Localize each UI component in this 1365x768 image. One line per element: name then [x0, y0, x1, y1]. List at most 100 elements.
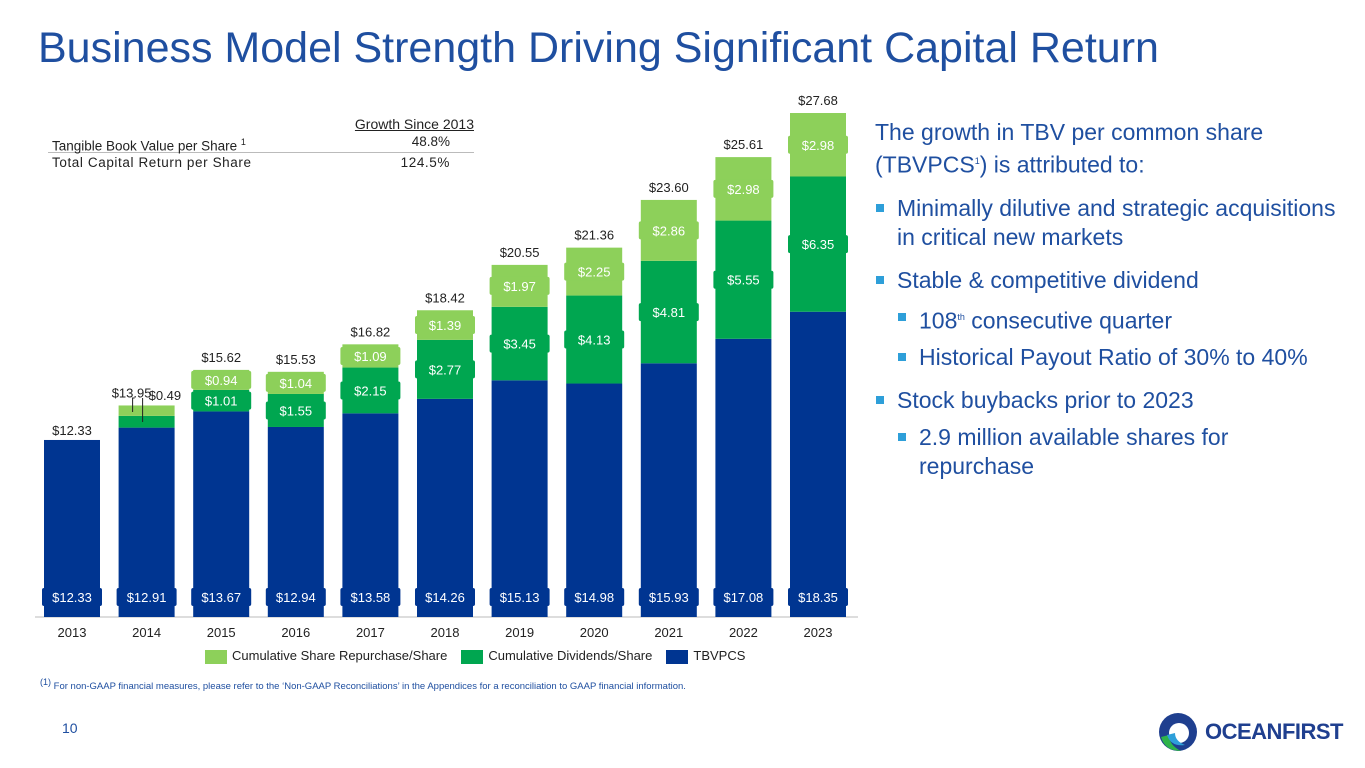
x-tick-label: 2017	[356, 625, 385, 640]
data-label-box	[415, 588, 475, 606]
row-value: 48.8%	[411, 134, 450, 149]
data-label: $4.13	[578, 333, 611, 348]
total-label: $13.95	[112, 385, 152, 400]
data-label-box	[415, 360, 475, 379]
data-label: $2.77	[429, 362, 462, 377]
data-label-box	[265, 588, 326, 606]
data-label: $13.58	[351, 590, 391, 605]
ordinal: th	[957, 311, 965, 322]
bar-segment	[566, 383, 623, 617]
bullet: Stock buybacks prior to 2023 2.9 million…	[875, 386, 1345, 481]
data-label: $1.97	[503, 279, 536, 294]
data-label: $2.25	[578, 265, 611, 280]
data-label: $15.93	[649, 590, 689, 605]
total-label: $25.61	[724, 137, 764, 152]
callout-leader	[132, 397, 144, 422]
data-label: $13.67	[201, 590, 241, 605]
data-label-box	[713, 179, 774, 198]
legend-swatch	[205, 649, 227, 664]
bullet: Stable & competitive dividend 108th cons…	[875, 266, 1345, 373]
data-label-box	[564, 588, 625, 606]
data-label-box	[489, 276, 550, 295]
bar-segment	[267, 426, 324, 617]
data-label: $2.98	[802, 138, 835, 153]
bar-segment	[342, 413, 399, 617]
data-label: $1.39	[429, 318, 462, 333]
data-label: $18.35	[798, 590, 838, 605]
total-label: $15.53	[276, 352, 316, 367]
bullet-list: Minimally dilutive and strategic acquisi…	[875, 194, 1345, 482]
footnote-ref: 1	[240, 137, 246, 147]
x-tick-label: 2016	[281, 625, 310, 640]
data-label: $12.94	[276, 590, 316, 605]
legend-swatch	[461, 649, 484, 664]
logo-wave-icon	[1159, 713, 1197, 751]
row-label: Total Capital Return per Share	[52, 155, 252, 170]
bar-segment	[790, 311, 846, 617]
bar-segment	[491, 380, 548, 617]
data-label: $2.98	[727, 182, 760, 197]
bar-segment	[118, 415, 175, 428]
stacked-bar-chart: $12.33 $12.33 2013 $12.91 $13.95 2014 $13.67 $1…	[35, 93, 858, 640]
bar-segment	[715, 338, 772, 617]
data-label-box	[489, 588, 550, 606]
total-label: $18.42	[425, 290, 465, 305]
data-label: $15.13	[500, 590, 540, 605]
data-label: $1.55	[280, 403, 313, 418]
data-label: $1.09	[354, 349, 387, 364]
data-label: $0.94	[205, 373, 238, 388]
data-label: $2.86	[653, 223, 686, 238]
data-label: $3.45	[503, 337, 536, 352]
total-label: $16.82	[351, 324, 391, 339]
chart-legend: Cumulative Share Repurchase/Share Cumula…	[205, 648, 745, 664]
data-label-box	[265, 401, 326, 420]
total-label: $12.33	[52, 423, 92, 438]
x-tick-label: 2013	[58, 625, 87, 640]
data-label: $14.98	[574, 590, 614, 605]
data-label: $12.33	[52, 590, 92, 605]
x-tick-label: 2021	[654, 625, 683, 640]
bar-segment	[193, 411, 250, 617]
data-label-box	[340, 588, 401, 606]
legend-item: Cumulative Dividends/Share	[461, 648, 652, 664]
page-title: Business Model Strength Driving Signific…	[38, 24, 1159, 72]
total-label: $27.68	[798, 93, 838, 108]
data-label: $6.35	[802, 237, 835, 252]
total-label: $15.62	[201, 350, 241, 365]
total-label: $23.60	[649, 180, 689, 195]
footnote-text: For non-GAAP financial measures, please …	[53, 681, 686, 693]
num: 108	[919, 307, 958, 334]
sub-bullet: 2.9 million available shares for repurch…	[897, 423, 1345, 481]
growth-table-header: Growth Since 2013	[354, 116, 474, 132]
data-label: $1.04	[280, 376, 313, 391]
data-label: $17.08	[724, 590, 764, 605]
data-label-box	[340, 346, 401, 365]
bar-segment	[640, 363, 697, 617]
legend-item: TBVPCS	[666, 648, 745, 664]
legend-label: Cumulative Share Repurchase/Share	[232, 648, 448, 663]
legend-label: Cumulative Dividends/Share	[488, 648, 653, 663]
data-label-box	[713, 270, 774, 289]
data-label-box	[415, 316, 475, 335]
data-label-box	[191, 588, 252, 606]
bullet: Minimally dilutive and strategic acquisi…	[875, 194, 1345, 252]
logo-text: OCEANFIRST	[1205, 719, 1344, 744]
data-label-box	[340, 381, 401, 400]
footnote-ref: 1	[974, 156, 980, 166]
row-value: 124.5%	[400, 155, 450, 170]
data-label-box	[638, 303, 699, 322]
row-label: Tangible Book Value per Share	[52, 138, 238, 154]
intro-part: The growth in TBV per common share (TBVP…	[875, 119, 1264, 178]
bar-segment	[118, 427, 175, 617]
data-label-box	[788, 135, 848, 154]
data-label-box	[638, 221, 699, 240]
legend-item: Cumulative Share Repurchase/Share	[205, 648, 447, 664]
intro-text: The growth in TBV per common share (TBVP…	[875, 118, 1345, 180]
callout-label: $0.49	[149, 388, 182, 403]
legend-swatch	[666, 649, 689, 664]
data-label-box	[489, 334, 550, 353]
page-number: 10	[62, 720, 78, 736]
x-tick-label: 2018	[431, 625, 460, 640]
table-row: Total Capital Return per Share 124.5%	[48, 153, 474, 173]
growth-table: Growth Since 2013 Tangible Book Value pe…	[48, 116, 474, 173]
